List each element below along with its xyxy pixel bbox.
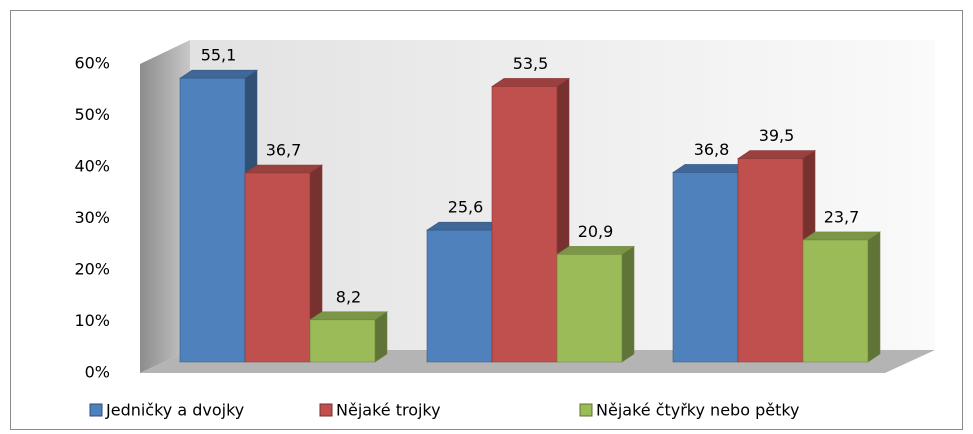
legend-label: Nějaké trojky [336,401,441,420]
bar-front [244,172,311,363]
bar-top [491,78,570,87]
y-tick-label: 50% [74,105,110,124]
y-tick-label: 10% [74,311,110,330]
bar-front [737,158,804,363]
bar-top [556,246,635,255]
legend-swatch [579,403,593,417]
bar-side [621,245,635,363]
bar [244,164,323,363]
bar-front [491,86,558,363]
bar-top [737,150,816,159]
bar-front [556,254,623,363]
bar-top [244,164,323,174]
bar-top [802,231,881,241]
legend-swatch [319,403,333,417]
value-label: 53,5 [513,54,549,73]
bar-side [867,231,881,363]
y-tick-label: 0% [85,363,110,382]
value-label: 55,1 [201,46,237,65]
value-label: 8,2 [336,287,361,306]
bar-front [802,239,869,363]
y-tick-label: 20% [74,260,110,279]
bar [179,69,258,363]
bar [309,311,388,363]
legend-label: Nějaké čtyřky nebo pětky [596,401,800,420]
bar-front [672,172,739,363]
bar-front [179,77,246,363]
bar-front [426,229,493,363]
y-tick-label: 60% [74,54,110,73]
bar-top [309,311,388,321]
value-label: 36,8 [694,140,730,159]
bar [802,231,881,363]
value-label: 20,9 [578,222,614,241]
bar-top [179,69,258,79]
bar-side [374,311,388,363]
y-tick-label: 30% [74,208,110,227]
bar-front [309,319,376,363]
legend-label: Jedničky a dvojky [105,401,244,420]
side-wall [140,40,190,373]
value-label: 36,7 [266,140,302,159]
bar [556,245,635,363]
value-label: 25,6 [448,198,484,217]
y-tick-label: 40% [74,157,110,176]
value-label: 23,7 [824,207,860,226]
legend-swatch [89,403,103,417]
value-label: 39,5 [759,126,795,145]
